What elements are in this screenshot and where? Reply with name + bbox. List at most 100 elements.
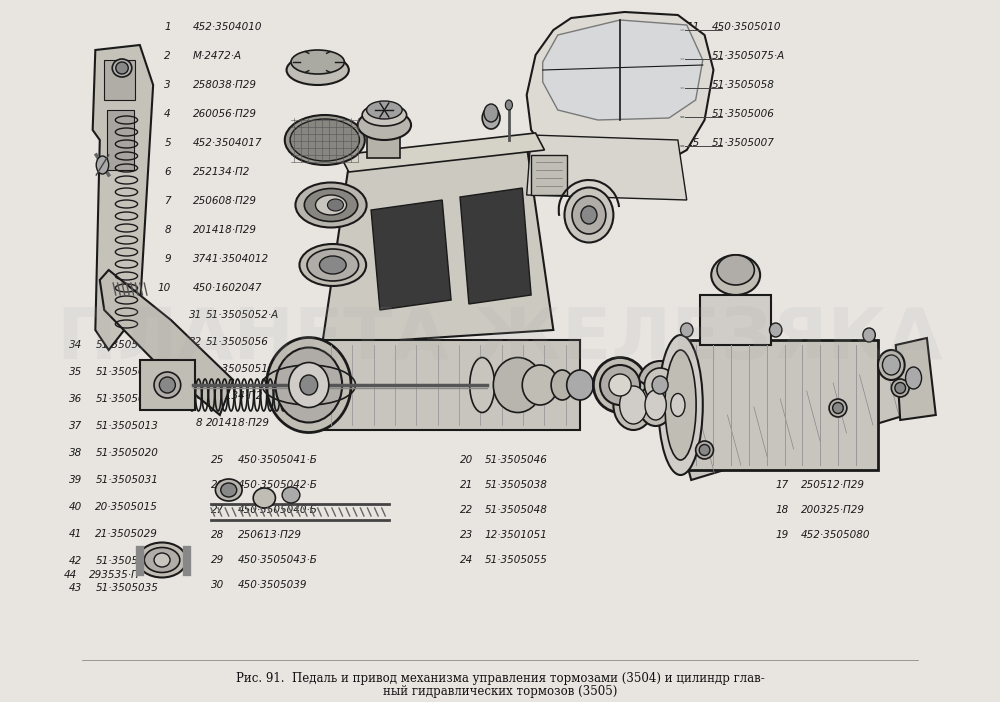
Text: Рис. 91.  Педаль и привод механизма управления тормозами (3504) и цилиндр глав-: Рис. 91. Педаль и привод механизма управ… (236, 672, 764, 685)
Text: 3741·3504012: 3741·3504012 (193, 254, 269, 264)
Ellipse shape (639, 384, 673, 426)
Text: 21: 21 (460, 480, 473, 490)
Bar (104, 60, 135, 100)
Text: 43: 43 (69, 583, 82, 593)
Ellipse shape (645, 368, 676, 402)
Ellipse shape (581, 206, 597, 224)
Ellipse shape (482, 107, 500, 129)
Text: 293535·П: 293535·П (89, 570, 140, 580)
Ellipse shape (304, 189, 358, 222)
Polygon shape (543, 20, 703, 120)
Ellipse shape (287, 55, 349, 85)
Text: 23: 23 (460, 530, 473, 540)
Ellipse shape (572, 196, 606, 234)
Polygon shape (340, 133, 544, 172)
Text: 250512·П29: 250512·П29 (801, 480, 865, 490)
Text: 12: 12 (687, 51, 700, 61)
Text: 34: 34 (69, 340, 82, 350)
Ellipse shape (253, 488, 275, 508)
Text: 6: 6 (195, 391, 202, 401)
Ellipse shape (717, 255, 754, 285)
Text: 452·3504017: 452·3504017 (193, 138, 263, 148)
Ellipse shape (658, 335, 703, 475)
Ellipse shape (882, 355, 900, 375)
Text: 252136·П2: 252136·П2 (801, 455, 858, 465)
Text: ПЛАНЕТА ЖЕЛЕЗЯКА: ПЛАНЕТА ЖЕЛЕЗЯКА (57, 305, 943, 374)
Text: 14: 14 (687, 109, 700, 119)
Text: 252134·П2: 252134·П2 (193, 167, 251, 177)
Text: 20: 20 (460, 455, 473, 465)
Ellipse shape (600, 365, 640, 405)
Ellipse shape (299, 244, 366, 286)
Text: 450·3505043·Б: 450·3505043·Б (238, 555, 318, 565)
Text: 51·3505051А: 51·3505051А (206, 364, 276, 374)
Ellipse shape (291, 50, 344, 74)
Text: 10: 10 (158, 283, 171, 293)
Text: 51·3505075·А: 51·3505075·А (712, 51, 785, 61)
Ellipse shape (315, 195, 347, 215)
Text: 11: 11 (687, 22, 700, 32)
Text: 31: 31 (189, 310, 202, 320)
Bar (140, 360, 195, 410)
Ellipse shape (878, 350, 905, 380)
Ellipse shape (362, 104, 407, 126)
Ellipse shape (711, 255, 760, 295)
Text: 26: 26 (211, 480, 224, 490)
Ellipse shape (681, 323, 693, 337)
Polygon shape (371, 200, 451, 310)
Text: ный гидравлических тормозов (3505): ный гидравлических тормозов (3505) (383, 685, 617, 698)
Ellipse shape (671, 394, 685, 416)
Text: 450·3505042·Б: 450·3505042·Б (238, 480, 318, 490)
Text: 30: 30 (211, 580, 224, 590)
Text: 51·3505011: 51·3505011 (95, 394, 158, 404)
Ellipse shape (484, 104, 498, 122)
Text: 7: 7 (164, 196, 171, 206)
Text: 25: 25 (211, 455, 224, 465)
Text: 17: 17 (776, 480, 789, 490)
Polygon shape (527, 12, 713, 168)
Ellipse shape (470, 357, 495, 413)
Ellipse shape (567, 370, 593, 400)
Ellipse shape (144, 548, 180, 573)
Ellipse shape (221, 483, 237, 497)
Text: 8: 8 (195, 418, 202, 428)
Ellipse shape (307, 249, 359, 281)
Polygon shape (527, 135, 687, 200)
Ellipse shape (96, 156, 109, 174)
Text: 3: 3 (164, 80, 171, 90)
Text: 35: 35 (69, 367, 82, 377)
Ellipse shape (638, 361, 682, 409)
Ellipse shape (319, 256, 346, 274)
Text: 28: 28 (211, 530, 224, 540)
Ellipse shape (289, 362, 329, 407)
Bar (531, 155, 567, 195)
Text: 51·3505017: 51·3505017 (95, 367, 158, 377)
Text: 15: 15 (687, 138, 700, 148)
Text: 201418·П29: 201418·П29 (193, 225, 257, 235)
Ellipse shape (829, 399, 847, 417)
Text: 51·3505035: 51·3505035 (95, 583, 158, 593)
Text: 51·3505020: 51·3505020 (95, 448, 158, 458)
Polygon shape (460, 188, 531, 304)
Text: 51·3505038: 51·3505038 (485, 480, 548, 490)
Text: 13: 13 (687, 80, 700, 90)
Ellipse shape (285, 115, 365, 165)
Text: 450·3505040·Б: 450·3505040·Б (238, 505, 318, 515)
Text: 450·1602047: 450·1602047 (193, 283, 263, 293)
Ellipse shape (769, 323, 782, 337)
Text: 6: 6 (164, 167, 171, 177)
Ellipse shape (267, 338, 351, 432)
Ellipse shape (358, 110, 411, 140)
Bar (682, 340, 878, 470)
Ellipse shape (609, 374, 631, 396)
Text: 450·3505039: 450·3505039 (238, 580, 307, 590)
Ellipse shape (112, 59, 132, 77)
Text: 452·3504010: 452·3504010 (193, 22, 263, 32)
Text: 1: 1 (164, 22, 171, 32)
Ellipse shape (665, 388, 691, 423)
Ellipse shape (891, 379, 909, 397)
Ellipse shape (159, 377, 175, 393)
Ellipse shape (620, 386, 647, 424)
Text: 41: 41 (69, 529, 82, 539)
Ellipse shape (138, 543, 186, 578)
